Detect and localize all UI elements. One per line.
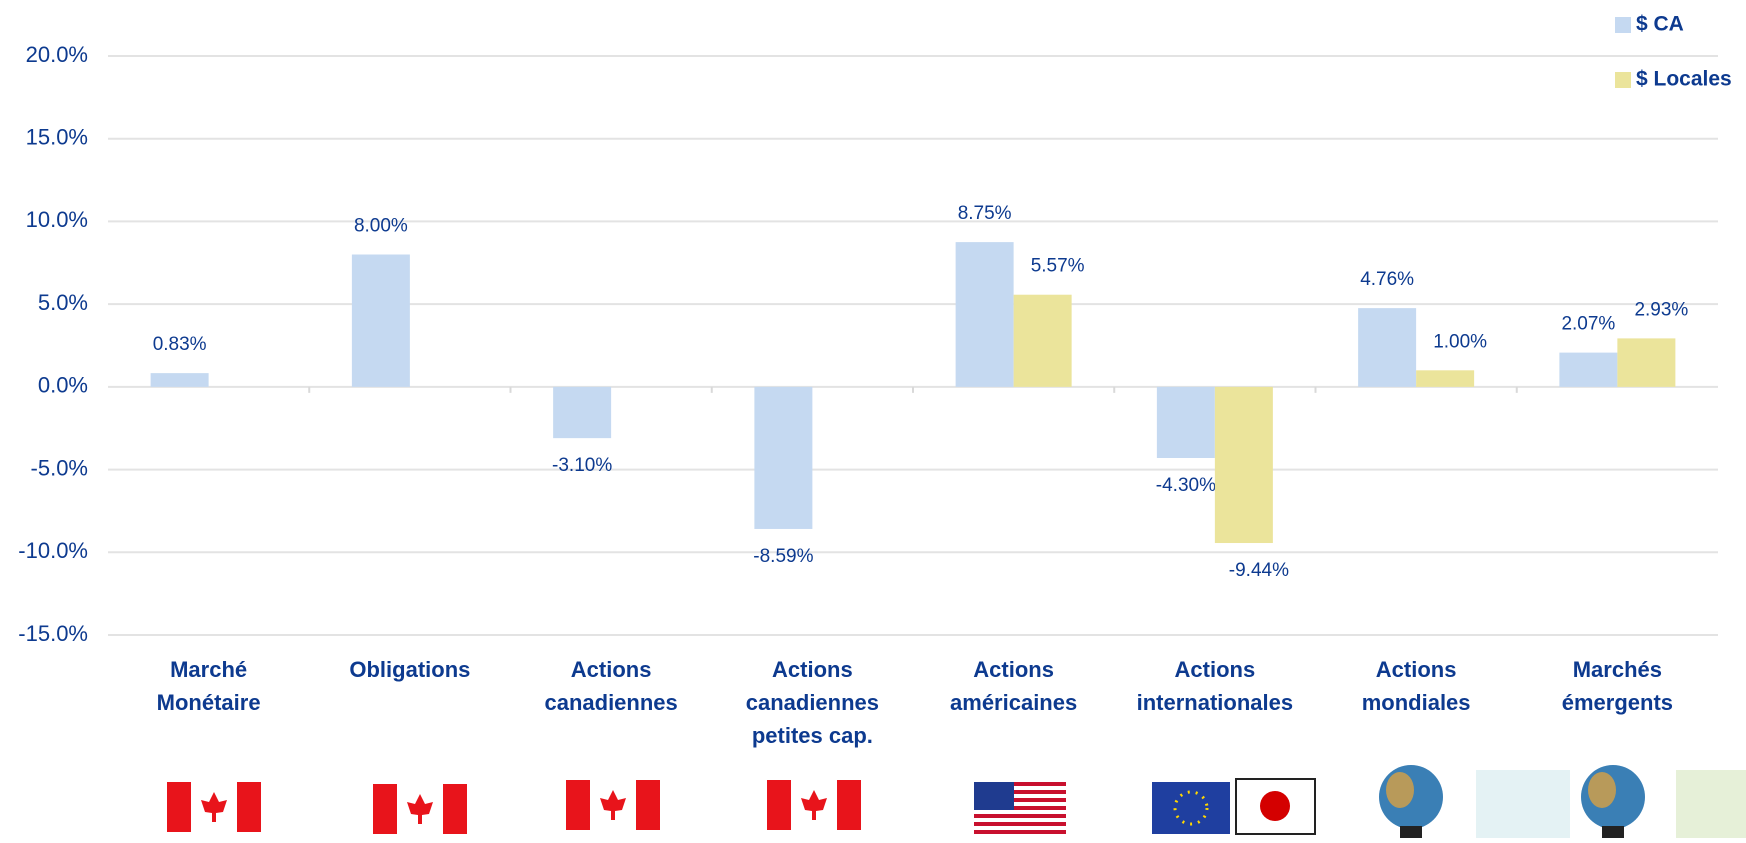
image-placeholder xyxy=(1676,770,1746,838)
flag-eu xyxy=(1152,782,1230,834)
flag-japan xyxy=(1235,778,1316,835)
data-label: -9.44% xyxy=(1229,560,1289,581)
bar xyxy=(1416,370,1475,387)
bar xyxy=(351,254,410,387)
bar xyxy=(1559,352,1618,387)
data-label: 4.76% xyxy=(1360,269,1414,290)
x-tick-label: Obligations xyxy=(349,657,470,682)
globe xyxy=(1379,765,1443,838)
y-tick-label: 5.0% xyxy=(38,290,88,315)
flag-canada xyxy=(167,782,261,832)
data-label: 5.57% xyxy=(1031,256,1085,277)
data-label: 0.83% xyxy=(153,334,207,355)
bar xyxy=(1358,308,1417,387)
data-label: 2.07% xyxy=(1561,314,1615,335)
y-tick-label: 0.0% xyxy=(38,373,88,398)
x-tick-label: Marché Monétaire xyxy=(157,657,261,715)
bar xyxy=(1156,386,1215,458)
data-label: 8.75% xyxy=(958,203,1012,224)
bar xyxy=(754,386,813,529)
globe xyxy=(1581,765,1645,838)
bar xyxy=(1617,338,1676,387)
y-tick-label: -10.0% xyxy=(18,538,88,563)
flag-canada xyxy=(566,780,660,830)
flag-canada xyxy=(767,780,861,830)
bar xyxy=(150,373,209,387)
flags xyxy=(167,765,1746,838)
data-label: -3.10% xyxy=(552,455,612,476)
legend-label: $ Locales xyxy=(1636,68,1732,91)
y-tick-label: 15.0% xyxy=(26,125,88,150)
x-tick-label: Actions américaines xyxy=(950,657,1077,715)
data-label: -8.59% xyxy=(753,546,813,567)
y-tick-label: -5.0% xyxy=(31,455,88,480)
data-label: 2.93% xyxy=(1634,299,1688,320)
legend-swatch xyxy=(1615,72,1631,88)
x-tick-label: Marchés émergents xyxy=(1562,657,1673,715)
x-tick-label: Actions mondiales xyxy=(1362,657,1471,715)
bar xyxy=(1013,294,1072,387)
legend-label: $ CA xyxy=(1636,13,1684,36)
y-tick-label: -15.0% xyxy=(18,621,88,646)
data-label: -4.30% xyxy=(1156,475,1216,496)
y-tick-label: 20.0% xyxy=(26,42,88,67)
bar xyxy=(955,242,1014,387)
flag-usa xyxy=(974,782,1066,834)
x-tick-label: Actions internationales xyxy=(1137,657,1293,715)
y-tick-label: 10.0% xyxy=(26,207,88,232)
data-label: 8.00% xyxy=(354,216,408,237)
flag-canada xyxy=(373,784,467,834)
bar xyxy=(1214,386,1273,544)
image-placeholder xyxy=(1476,770,1570,838)
data-label: 1.00% xyxy=(1433,331,1487,352)
x-tick-label: Actions canadiennes xyxy=(544,657,677,715)
x-tick-label: Actions canadiennes petites cap. xyxy=(746,657,879,748)
legend-swatch xyxy=(1615,17,1631,33)
bar xyxy=(553,386,612,439)
